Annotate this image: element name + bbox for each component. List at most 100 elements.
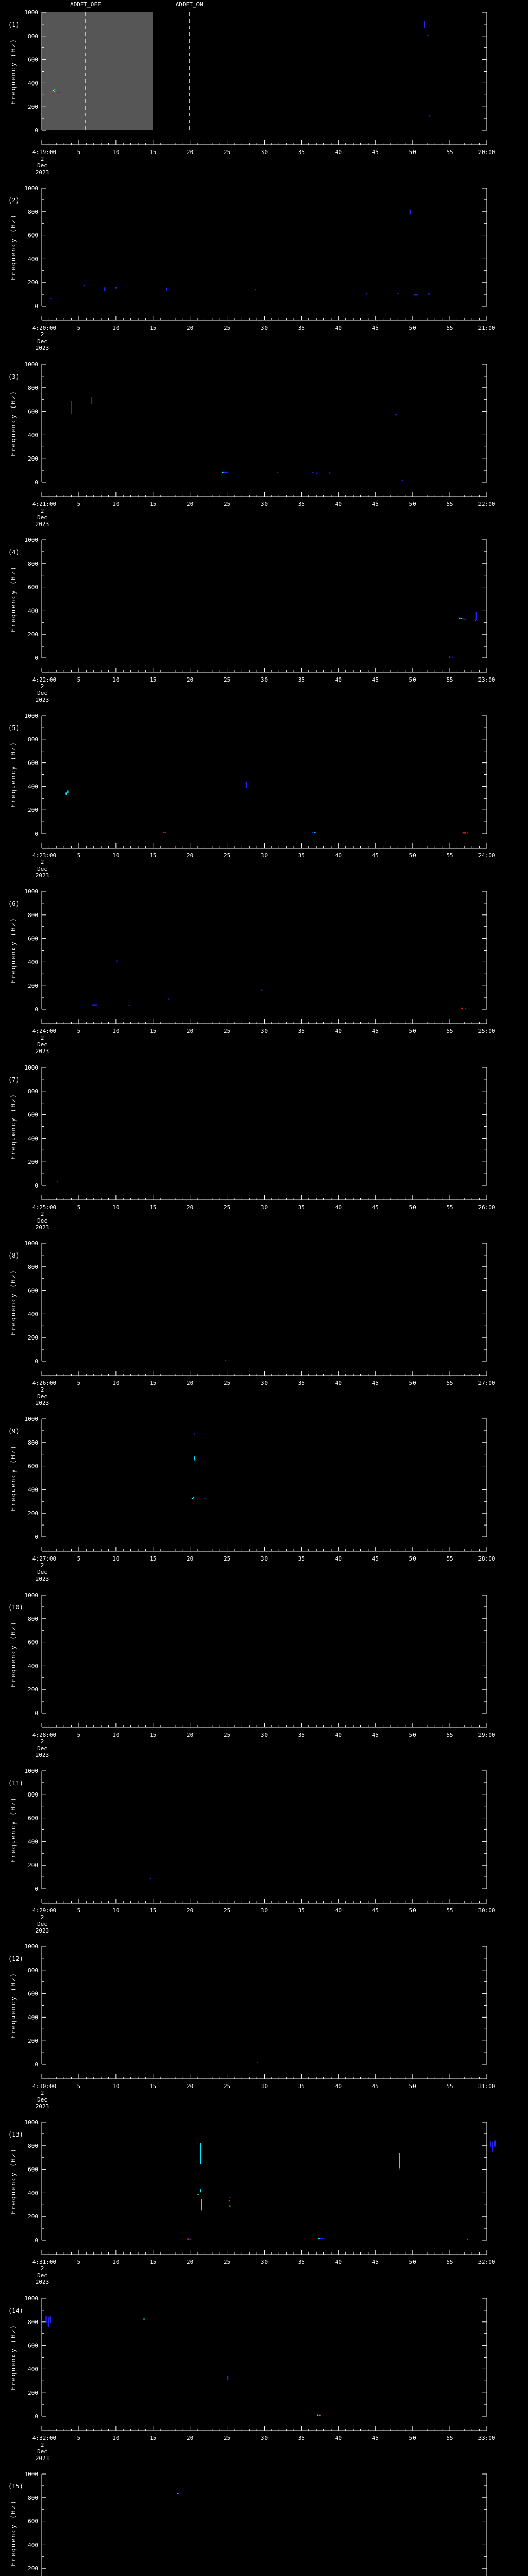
panel-index-label: (6) [8,900,20,907]
spectrogram-panel-2: 0 200 400 600 800 1000 Frequency (Hz) (2) 5 10 15 2… [0,176,528,352]
date-label: 2023 [36,1575,49,1582]
event-marker-label: ADDET_ON [176,1,203,8]
y-tick-label: 0 [35,2413,38,2420]
x-tick-label: 10 [112,676,119,683]
date-label: 2 [41,859,44,866]
date-label: 2 [41,683,44,690]
x-tick-label: 5 [77,1380,81,1386]
x-tick-label: 50 [409,2083,416,2090]
x-tick-label: 25 [224,149,230,156]
spectrogram-panel-8: 0 200 400 600 800 1000 Frequency (Hz) (8) 5 10 15 2… [0,1230,528,1407]
y-tick-label: 1000 [25,1064,38,1071]
x-tick-label: 25 [224,1732,230,1738]
y-tick-label: 200 [28,455,38,462]
detection-mark [452,656,454,658]
x-tick-label: 15 [150,852,156,859]
end-time-label: 24:00 [478,852,495,859]
date-label: 2023 [36,697,49,703]
start-time-label: 4:20:00 [32,325,56,331]
detection-mark [228,2200,230,2202]
x-tick-label: 5 [77,2435,81,2442]
y-tick-label: 0 [35,479,38,486]
end-time-label: 26:00 [478,1204,495,1211]
detection-mark [178,2493,180,2494]
y-axis-title: Frequency (Hz) [10,1445,17,1511]
x-tick-label: 15 [150,1204,156,1211]
y-tick-label: 400 [28,2190,38,2197]
y-tick-label: 600 [28,57,38,63]
y-tick-label: 600 [28,584,38,590]
y-tick-label: 200 [28,1862,38,1869]
start-time-label: 4:32:00 [32,2435,56,2442]
y-axis-title: Frequency (Hz) [10,1093,17,1160]
y-tick-label: 1000 [25,537,38,544]
panel-index-label: (13) [8,2131,23,2138]
x-tick-label: 25 [224,852,230,859]
x-tick-label: 50 [409,676,416,683]
y-axis-title: Frequency (Hz) [10,1621,17,1687]
date-label: 2023 [36,2103,49,2110]
y-tick-label: 1000 [25,9,38,16]
panel-index-label: (4) [8,549,20,556]
x-tick-label: 40 [335,1555,342,1562]
detection-mark [50,298,52,299]
detection-mark [399,2153,400,2170]
date-label: Dec [37,1041,47,1048]
x-tick-label: 55 [446,501,453,507]
panel-index-label: (15) [8,2483,23,2490]
x-tick-label: 5 [77,149,81,156]
y-tick-label: 800 [28,209,38,215]
date-label: 2023 [36,169,49,176]
date-label: 2023 [36,872,49,879]
panel-index-label: (2) [8,197,20,204]
date-label: Dec [37,2096,47,2103]
date-label: Dec [37,2448,47,2455]
detection-mark [116,961,118,962]
detection-mark [225,1360,226,1361]
y-tick-label: 400 [28,959,38,966]
x-tick-label: 40 [335,149,342,156]
y-tick-label: 1000 [25,2471,38,2478]
detection-mark [261,990,263,991]
date-label: 2023 [36,345,49,351]
y-tick-label: 800 [28,1615,38,1622]
detection-mark [163,832,165,834]
x-tick-label: 45 [372,2083,379,2090]
detection-mark [59,92,61,93]
y-tick-label: 800 [28,1967,38,1974]
panel-index-label: (1) [8,21,20,28]
y-axis-title: Frequency (Hz) [10,214,17,280]
y-tick-label: 0 [35,1182,38,1189]
y-tick-label: 400 [28,1311,38,1317]
x-tick-label: 10 [112,1380,119,1386]
x-tick-label: 50 [409,149,416,156]
x-tick-label: 20 [187,1732,193,1738]
date-label: Dec [37,1569,47,1575]
detection-mark [194,1459,196,1461]
x-tick-label: 55 [446,1732,453,1738]
panel-index-label: (12) [8,1955,23,1962]
y-tick-label: 200 [28,2214,38,2221]
x-tick-label: 10 [112,2259,119,2265]
y-tick-label: 800 [28,912,38,919]
y-tick-label: 200 [28,2389,38,2396]
detection-mark [194,1433,195,1435]
detection-mark [65,792,67,795]
x-tick-label: 20 [187,2259,193,2265]
detection-mark [366,293,368,295]
detection-mark [320,2238,324,2239]
x-tick-label: 20 [187,1380,193,1386]
y-tick-label: 400 [28,1838,38,1845]
date-label: 2 [41,1211,44,1217]
y-tick-label: 600 [28,408,38,415]
y-axis-title: Frequency (Hz) [10,1797,17,1863]
detection-mark [427,35,429,36]
spectrogram-panel-3: 0 200 400 600 800 1000 Frequency (Hz) (3) 5 10 15 2… [0,351,528,528]
x-tick-label: 20 [187,501,193,507]
detection-mark [429,115,431,117]
x-tick-label: 10 [112,501,119,507]
x-tick-label: 40 [335,676,342,683]
y-tick-label: 1000 [25,1240,38,1247]
detection-mark [245,781,248,788]
detection-mark [494,2140,496,2147]
